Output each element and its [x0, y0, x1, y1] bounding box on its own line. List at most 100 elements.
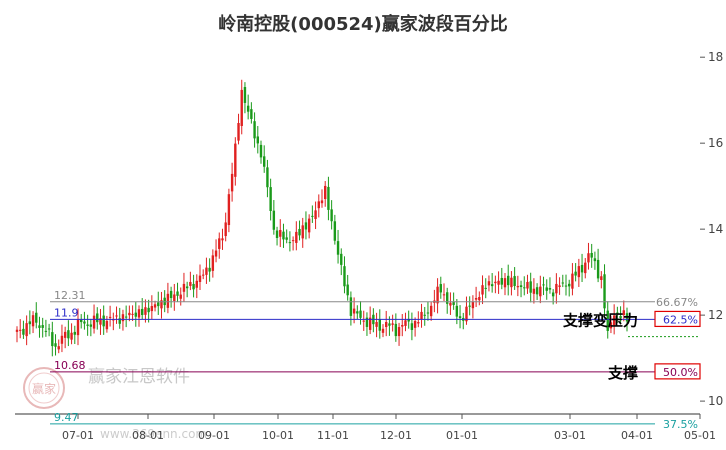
candle-body [153, 304, 157, 308]
candle-body [285, 237, 288, 240]
candle-body [439, 284, 442, 293]
candle-body [317, 201, 320, 209]
x-tick-label: 09-01 [198, 429, 230, 442]
candle-body [115, 315, 118, 317]
x-tick-label: 01-01 [446, 429, 478, 442]
candle-body [359, 310, 362, 318]
candle-body [189, 281, 192, 286]
candles [15, 79, 629, 357]
candle-body [230, 173, 234, 192]
candle-body [211, 255, 215, 271]
candle-body [102, 315, 105, 327]
candle-body [51, 332, 54, 347]
candle-body [356, 311, 359, 314]
candle-body [497, 280, 500, 285]
candle-body [202, 274, 205, 276]
candle-body [500, 277, 503, 285]
candle-body [76, 319, 80, 336]
candle-body [147, 307, 150, 313]
x-tick-label: 10-01 [262, 429, 294, 442]
watermark-seal-icon [23, 367, 65, 409]
candle-body [182, 283, 186, 292]
candle-body [516, 286, 520, 288]
candle-body [333, 221, 337, 241]
candle-body [307, 218, 311, 233]
candle-body [568, 283, 571, 287]
x-tick-label: 03-01 [554, 429, 586, 442]
level-price-label: 11.9 [54, 306, 79, 319]
candle-body [378, 319, 381, 331]
candle-body [584, 262, 587, 274]
candle-body [539, 286, 542, 297]
candle-body [455, 305, 459, 317]
candle-body [208, 267, 211, 272]
candle-body [266, 167, 269, 188]
candle-body [388, 323, 391, 326]
levels: 12.31 66.67% 11.9 62.5% 10.68 50.0% 9.47 37.5% [50, 289, 701, 431]
y-tick-label: 10 [708, 394, 723, 408]
candle-body [622, 310, 625, 316]
candle-body [25, 323, 28, 337]
candle-body [513, 276, 516, 287]
candle-body [436, 286, 439, 304]
candle-body [275, 230, 279, 238]
candle-body [121, 314, 125, 322]
candle-body [465, 306, 468, 322]
candle-body [105, 320, 109, 330]
y-tick-label: 14 [708, 222, 723, 236]
candle-body [19, 329, 22, 331]
candle-body [606, 310, 609, 331]
candle-body [141, 308, 144, 315]
candle-body [198, 275, 202, 282]
candle-body [259, 144, 263, 158]
candle-body [28, 321, 32, 325]
candle-body [311, 215, 314, 217]
candle-body [253, 121, 256, 139]
candle-body [368, 317, 372, 330]
watermark-text: 赢家江恩软件 [88, 367, 190, 387]
candle-body [490, 284, 494, 287]
candle-body [487, 281, 491, 286]
annotation-label: 支撑变压力 [562, 311, 638, 329]
level-pct-label: 37.5% [663, 418, 698, 431]
candle-body [564, 285, 568, 287]
chart-title: 岭南控股(000524)赢家波段百分比 [218, 14, 508, 35]
candle-body [519, 285, 523, 288]
candle-body [47, 328, 51, 330]
candle-body [279, 229, 282, 237]
candle-body [118, 318, 121, 324]
candle-body [234, 143, 237, 177]
candle-body [35, 312, 38, 323]
candle-body [619, 315, 622, 319]
level-pct-box [654, 310, 701, 328]
candle-body [320, 200, 324, 204]
candle-body [70, 332, 73, 340]
candle-body [423, 314, 426, 316]
candle-body [529, 281, 532, 293]
candle-body [375, 321, 378, 327]
candle-body [442, 294, 446, 296]
candle-body [131, 313, 134, 315]
candle-body [609, 322, 613, 329]
candle-body [288, 242, 292, 244]
candle-body [227, 194, 231, 226]
candle-body [185, 286, 189, 289]
y-tick-label: 18 [708, 50, 723, 64]
watermark-seal-inner-icon [28, 372, 60, 404]
candle-body [44, 330, 48, 332]
x-tick-label: 05-01 [684, 429, 716, 442]
candle-body [420, 311, 423, 320]
candle-body [397, 327, 401, 337]
level-pct-label: 50.0% [663, 366, 698, 379]
candle-body [169, 290, 173, 299]
candle-body [535, 287, 539, 295]
candle-body [471, 301, 475, 309]
candle-body [590, 252, 593, 258]
candle-body [417, 322, 420, 324]
candle-body [587, 253, 590, 263]
candle-body [160, 300, 163, 309]
candle-body [394, 323, 398, 337]
candle-body [256, 136, 259, 144]
candle-body [314, 210, 317, 219]
